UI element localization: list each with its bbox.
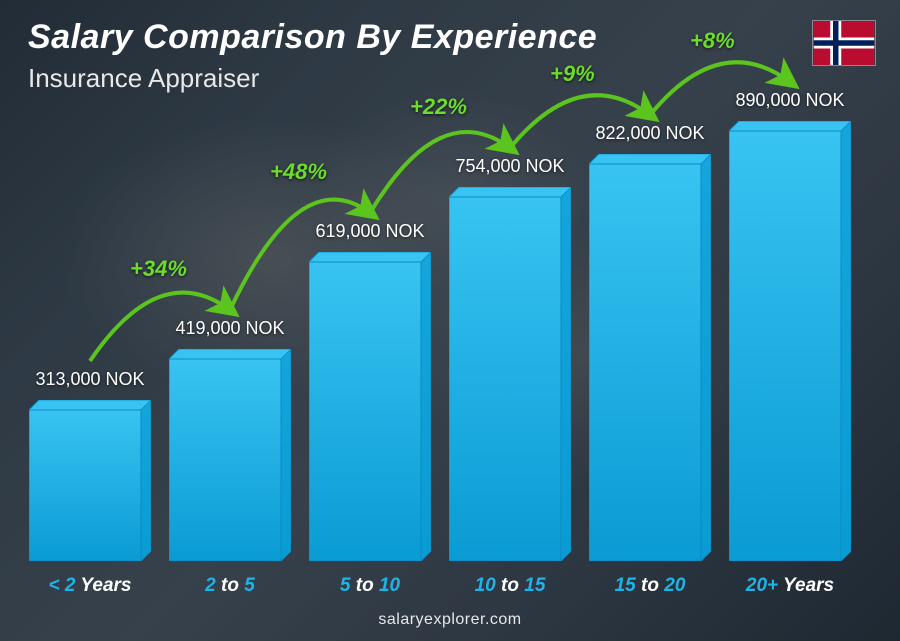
footer-text: salaryexplorer.com (0, 611, 900, 629)
page-title: Salary Comparison By Experience (28, 18, 597, 57)
bar-value-label: 419,000 NOK (175, 318, 284, 339)
bar-column: 822,000 NOK (580, 123, 720, 561)
x-axis-label: 2 to 5 (160, 575, 300, 597)
bar-column: 754,000 NOK (440, 156, 580, 561)
bar-column: 619,000 NOK (300, 221, 440, 561)
canvas: Salary Comparison By Experience Insuranc… (0, 0, 900, 641)
bar-value-label: 822,000 NOK (595, 123, 704, 144)
bar-value-label: 619,000 NOK (315, 221, 424, 242)
bar-column: 419,000 NOK (160, 318, 300, 561)
bar (309, 252, 431, 561)
bar-value-label: 890,000 NOK (735, 90, 844, 111)
x-axis-label: 15 to 20 (580, 575, 720, 597)
bar-column: 313,000 NOK (20, 369, 160, 561)
bar (29, 400, 151, 561)
bar-column: 890,000 NOK (720, 90, 860, 561)
bar (169, 349, 291, 561)
chart-area: 313,000 NOK 419,000 NOK 619,000 NOK (20, 110, 860, 561)
x-axis-label: 5 to 10 (300, 575, 440, 597)
bars-container: 313,000 NOK 419,000 NOK 619,000 NOK (20, 110, 860, 561)
x-axis-label: 10 to 15 (440, 575, 580, 597)
bar (449, 187, 571, 561)
bar (589, 154, 711, 561)
header: Salary Comparison By Experience Insuranc… (28, 18, 597, 94)
x-axis-labels: < 2 Years2 to 55 to 1010 to 1515 to 2020… (20, 575, 860, 597)
bar-value-label: 313,000 NOK (35, 369, 144, 390)
x-axis-label: < 2 Years (20, 575, 160, 597)
x-axis-label: 20+ Years (720, 575, 860, 597)
flag-icon (812, 20, 876, 66)
bar (729, 121, 851, 561)
page-subtitle: Insurance Appraiser (28, 63, 597, 94)
bar-value-label: 754,000 NOK (455, 156, 564, 177)
